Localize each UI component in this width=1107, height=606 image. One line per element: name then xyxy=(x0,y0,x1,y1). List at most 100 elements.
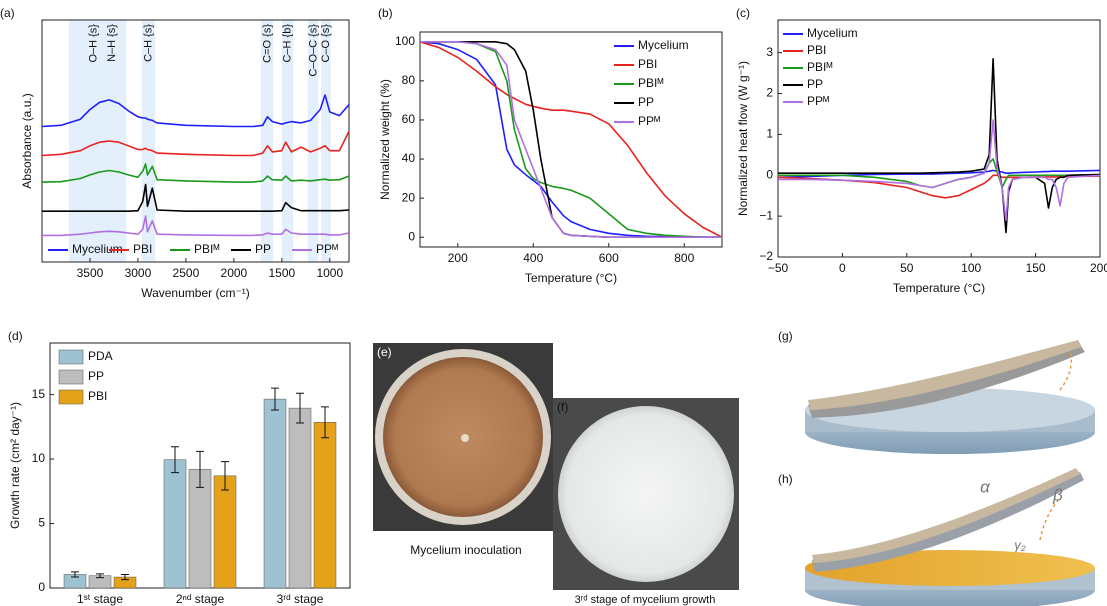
legend-label: PBI xyxy=(807,43,826,57)
y-tick-label: 0 xyxy=(766,167,773,181)
bar xyxy=(289,408,311,588)
legend-label: Mycelium xyxy=(638,38,689,52)
band-annotation: C–H {s} xyxy=(142,24,154,62)
x-tick-label: 2000 xyxy=(221,266,248,280)
y-tick-label: 3 xyxy=(766,45,773,59)
data-line xyxy=(420,42,722,237)
y-axis-title: Growth rate (cm² day⁻¹) xyxy=(8,402,22,529)
band-annotation: C–H {b} xyxy=(282,24,294,63)
legend-swatch xyxy=(59,350,83,364)
y-tick-label: 60 xyxy=(402,112,416,126)
y-tick-label: 0 xyxy=(38,580,45,594)
legend-label: PBI xyxy=(638,57,657,71)
illustration-peeling xyxy=(805,340,1095,454)
y-axis-title: Normalized weight (%) xyxy=(378,79,392,200)
y-tick-label: −1 xyxy=(759,208,773,222)
y-tick-label: 100 xyxy=(395,34,415,48)
x-tick-label: 150 xyxy=(1026,261,1046,275)
band-annotation: C=O {s} xyxy=(261,24,273,63)
photo-growth xyxy=(553,398,739,590)
x-axis-title: Temperature (°C) xyxy=(893,281,985,295)
legend-label: PP xyxy=(807,77,823,91)
x-tick-label: −50 xyxy=(768,261,789,275)
x-tick-label: 200 xyxy=(1090,261,1107,275)
x-tick-label: 1000 xyxy=(316,266,343,280)
data-line xyxy=(778,59,1100,233)
legend-label: PBIᴹ xyxy=(807,60,832,74)
y-tick-label: 10 xyxy=(32,451,46,465)
band-annotation: N–H {s} xyxy=(106,24,118,62)
data-line xyxy=(778,120,1100,220)
panel-label: (g) xyxy=(778,329,793,343)
x-tick-label: 3000 xyxy=(125,266,152,280)
y-tick-label: 20 xyxy=(402,190,416,204)
legend-label: PBI xyxy=(88,389,107,403)
panel-label: (a) xyxy=(0,6,15,20)
bar xyxy=(264,399,286,588)
panel-label: (f) xyxy=(557,400,568,414)
x-tick-label: 1500 xyxy=(268,266,295,280)
band-annotation: O–H {s} xyxy=(88,24,100,63)
bar xyxy=(214,476,236,588)
y-tick-label: 2 xyxy=(766,86,773,100)
y-tick-label: 0 xyxy=(408,229,415,243)
x-tick-label: 50 xyxy=(900,261,914,275)
data-line xyxy=(420,42,722,237)
legend-label: PPᴹ xyxy=(807,94,829,108)
y-tick-label: 40 xyxy=(402,151,416,165)
legend-swatch xyxy=(59,390,83,404)
y-tick-label: 5 xyxy=(38,516,45,530)
symbol-label: β xyxy=(1052,485,1063,504)
band-annotation: C–O–C {s} xyxy=(307,24,319,77)
legend-label: PBIᴹ xyxy=(194,242,219,256)
panel-label: (b) xyxy=(378,6,393,20)
x-tick-label: 400 xyxy=(523,251,543,265)
x-tick-label: 3ʳᵈ stage xyxy=(277,592,324,606)
legend-label: PBIᴹ xyxy=(638,76,663,90)
plot-frame xyxy=(420,32,722,247)
x-axis-title: Temperature (°C) xyxy=(525,271,617,285)
legend-label: PP xyxy=(255,242,271,256)
x-tick-label: 2ⁿᵈ stage xyxy=(176,592,225,606)
y-axis-title: Normalized heat flow (W g⁻¹) xyxy=(736,61,750,216)
y-tick-label: −2 xyxy=(759,249,773,263)
panel-label: (d) xyxy=(8,329,23,343)
legend-swatch xyxy=(59,370,83,384)
x-tick-label: 800 xyxy=(674,251,694,265)
legend-label: PP xyxy=(638,95,654,109)
x-tick-label: 2500 xyxy=(173,266,200,280)
panel-label: (h) xyxy=(778,472,793,486)
illustration-wetting xyxy=(805,468,1095,606)
legend-label: PPᴹ xyxy=(638,114,660,128)
legend-label: Mycelium xyxy=(807,26,858,40)
panel-label: (c) xyxy=(736,6,750,20)
legend-label: PPᴹ xyxy=(316,242,338,256)
x-tick-label: 100 xyxy=(961,261,981,275)
legend-label: PBI xyxy=(133,242,152,256)
symbol-label: α xyxy=(980,477,991,496)
x-tick-label: 0 xyxy=(839,261,846,275)
y-axis-title: Absorbance (a.u.) xyxy=(20,93,34,188)
bar xyxy=(314,422,336,588)
data-line xyxy=(420,42,722,237)
y-tick-label: 1 xyxy=(766,127,773,141)
bar xyxy=(164,460,186,588)
legend-label: PP xyxy=(88,369,104,383)
data-line xyxy=(420,42,722,237)
x-tick-label: 600 xyxy=(599,251,619,265)
figure: (e) Mycelium inoculation (f) 3ʳᵈ stage o… xyxy=(0,0,1107,606)
band-annotation: C–O {s} xyxy=(320,24,332,63)
photo-inoculation xyxy=(373,343,553,531)
y-tick-label: 80 xyxy=(402,73,416,87)
image-caption: Mycelium inoculation xyxy=(410,543,521,557)
panel-label: (e) xyxy=(377,345,392,359)
x-tick-label: 3500 xyxy=(77,266,104,280)
symbol-label: γ₂ xyxy=(1014,537,1026,552)
x-axis-title: Wavenumber (cm⁻¹) xyxy=(141,286,250,300)
x-tick-label: 200 xyxy=(448,251,468,265)
x-tick-label: 1ˢᵗ stage xyxy=(77,592,123,606)
data-line xyxy=(420,42,722,237)
y-tick-label: 15 xyxy=(32,387,46,401)
image-caption: 3ʳᵈ stage of mycelium growth xyxy=(575,594,716,606)
legend-label: PDA xyxy=(88,349,113,363)
